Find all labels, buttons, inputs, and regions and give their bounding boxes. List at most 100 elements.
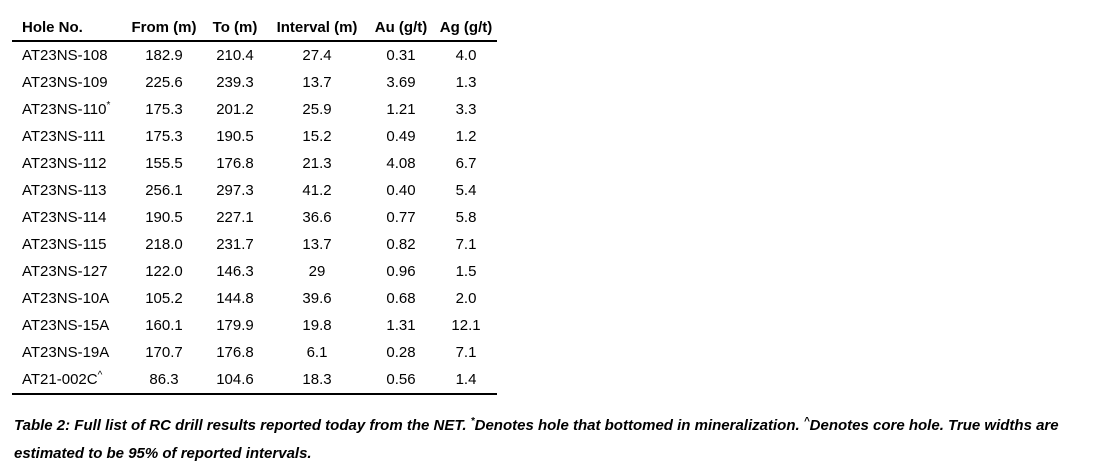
cell-interval: 6.1: [306, 344, 328, 361]
cell-au: 0.82: [386, 236, 416, 253]
cell-au: 3.69: [386, 74, 416, 91]
cell-ag: 5.4: [455, 182, 477, 199]
cell-au: 1.31: [386, 317, 416, 334]
table-row: AT23NS-15A 160.1 179.9 19.8 1.31 12.1: [12, 312, 497, 339]
cell-hole-no: AT23NS-112: [12, 150, 125, 177]
cell-ag: 7.1: [455, 236, 477, 253]
table-row: AT23NS-115 218.0 231.7 13.7 0.82 7.1: [12, 231, 497, 258]
cell-hole-no: AT23NS-114: [12, 204, 125, 231]
hole-id: AT23NS-110: [22, 101, 107, 118]
cell-to: 297.3: [216, 182, 254, 199]
cell-au: 0.49: [386, 128, 416, 145]
cell-interval: 19.8: [302, 317, 332, 334]
cell-to: 210.4: [216, 47, 254, 64]
cell-interval: 21.3: [302, 155, 332, 172]
cell-from: 86.3: [125, 366, 203, 395]
cell-hole-no: AT23NS-113: [12, 177, 125, 204]
cell-to: 239.3: [216, 74, 254, 91]
cell-hole-no: AT21-002C^: [12, 366, 125, 395]
asterisk-footnote-mark: *: [470, 416, 475, 427]
cell-hole-no: AT23NS-110*: [12, 96, 125, 123]
cell-from: 182.9: [145, 47, 183, 64]
table-caption: Table 2: Full list of RC drill results r…: [14, 412, 1076, 466]
table-row: AT23NS-108 182.9 210.4 27.4 0.31 4.0: [12, 41, 497, 69]
hole-footnote-mark: *: [106, 100, 111, 111]
cell-from: 170.7: [145, 344, 183, 361]
table-row: AT23NS-110* 175.3 201.2 25.9 1.21 3.3: [12, 96, 497, 123]
cell-from: 155.5: [145, 155, 183, 172]
hole-id: AT23NS-113: [22, 182, 107, 199]
cell-ag: 3.3: [455, 101, 477, 118]
table-row: AT21-002C^ 86.3 104.6 18.3 0.56 1.4: [12, 366, 497, 395]
cell-hole-no: AT23NS-111: [12, 123, 125, 150]
drill-results-table-container: Hole No. From (m) To (m) Interval (m) Au…: [12, 14, 497, 395]
cell-interval: 15.2: [302, 128, 332, 145]
cell-to: 144.8: [216, 290, 254, 307]
cell-ag: 5.8: [455, 209, 477, 226]
drill-results-table: Hole No. From (m) To (m) Interval (m) Au…: [12, 14, 497, 395]
col-header-ag: Ag (g/t): [435, 14, 497, 42]
hole-footnote-mark: ^: [97, 370, 103, 381]
hole-id: AT23NS-15A: [22, 317, 110, 334]
cell-ag: 12.1: [451, 317, 481, 334]
cell-to: 227.1: [216, 209, 254, 226]
cell-ag: 2.0: [455, 290, 477, 307]
cell-to: 201.2: [216, 101, 254, 118]
hole-id: AT21-002C: [22, 371, 98, 388]
col-header-interval: Interval (m): [267, 14, 367, 42]
cell-hole-no: AT23NS-127: [12, 258, 125, 285]
cell-from: 105.2: [145, 290, 183, 307]
cell-au: 0.77: [386, 209, 416, 226]
table-row: AT23NS-127 122.0 146.3 29 0.96 1.5: [12, 258, 497, 285]
cell-interval: 25.9: [302, 101, 332, 118]
hole-id: AT23NS-111: [22, 128, 106, 145]
caption-text: Table 2: Full list of RC drill results r…: [14, 417, 471, 434]
cell-hole-no: AT23NS-15A: [12, 312, 125, 339]
table-row: AT23NS-109 225.6 239.3 13.7 3.69 1.3: [12, 69, 497, 96]
cell-from: 225.6: [145, 74, 183, 91]
cell-au: 0.40: [386, 182, 416, 199]
cell-au: 0.68: [386, 290, 416, 307]
cell-ag: 1.4: [435, 366, 497, 395]
cell-to: 176.8: [216, 155, 254, 172]
cell-to: 190.5: [216, 128, 254, 145]
cell-ag: 6.7: [455, 155, 477, 172]
table-header-row: Hole No. From (m) To (m) Interval (m) Au…: [12, 14, 497, 42]
cell-ag: 7.1: [455, 344, 477, 361]
hole-id: AT23NS-19A: [22, 344, 110, 361]
cell-to: 104.6: [203, 366, 267, 395]
cell-ag: 1.5: [455, 263, 477, 280]
table-row: AT23NS-111 175.3 190.5 15.2 0.49 1.2: [12, 123, 497, 150]
cell-from: 218.0: [145, 236, 183, 253]
hole-id: AT23NS-108: [22, 47, 108, 64]
hole-id: AT23NS-109: [22, 74, 108, 91]
hole-id: AT23NS-114: [22, 209, 107, 226]
cell-interval: 13.7: [302, 74, 332, 91]
cell-to: 176.8: [216, 344, 254, 361]
cell-interval: 27.4: [302, 47, 332, 64]
table-row: AT23NS-10A 105.2 144.8 39.6 0.68 2.0: [12, 285, 497, 312]
caption-text: Denotes hole that bottomed in mineraliza…: [474, 417, 804, 434]
hole-id: AT23NS-10A: [22, 290, 110, 307]
cell-to: 179.9: [216, 317, 254, 334]
cell-ag: 1.3: [455, 74, 477, 91]
table-row: AT23NS-114 190.5 227.1 36.6 0.77 5.8: [12, 204, 497, 231]
cell-interval: 13.7: [302, 236, 332, 253]
cell-ag: 1.2: [455, 128, 477, 145]
col-header-hole-no: Hole No.: [12, 14, 125, 42]
cell-from: 160.1: [145, 317, 183, 334]
hole-id: AT23NS-127: [22, 263, 108, 280]
table-body: AT23NS-108 182.9 210.4 27.4 0.31 4.0 AT23NS-10…: [12, 41, 497, 395]
cell-from: 190.5: [145, 209, 183, 226]
hole-id: AT23NS-115: [22, 236, 107, 253]
cell-from: 122.0: [145, 263, 183, 280]
col-header-from: From (m): [125, 14, 203, 42]
cell-interval: 36.6: [302, 209, 332, 226]
cell-au: 0.96: [386, 263, 416, 280]
cell-au: 0.28: [386, 344, 416, 361]
cell-au: 0.56: [367, 366, 435, 395]
cell-hole-no: AT23NS-19A: [12, 339, 125, 366]
col-header-au: Au (g/t): [367, 14, 435, 42]
cell-from: 175.3: [145, 128, 183, 145]
